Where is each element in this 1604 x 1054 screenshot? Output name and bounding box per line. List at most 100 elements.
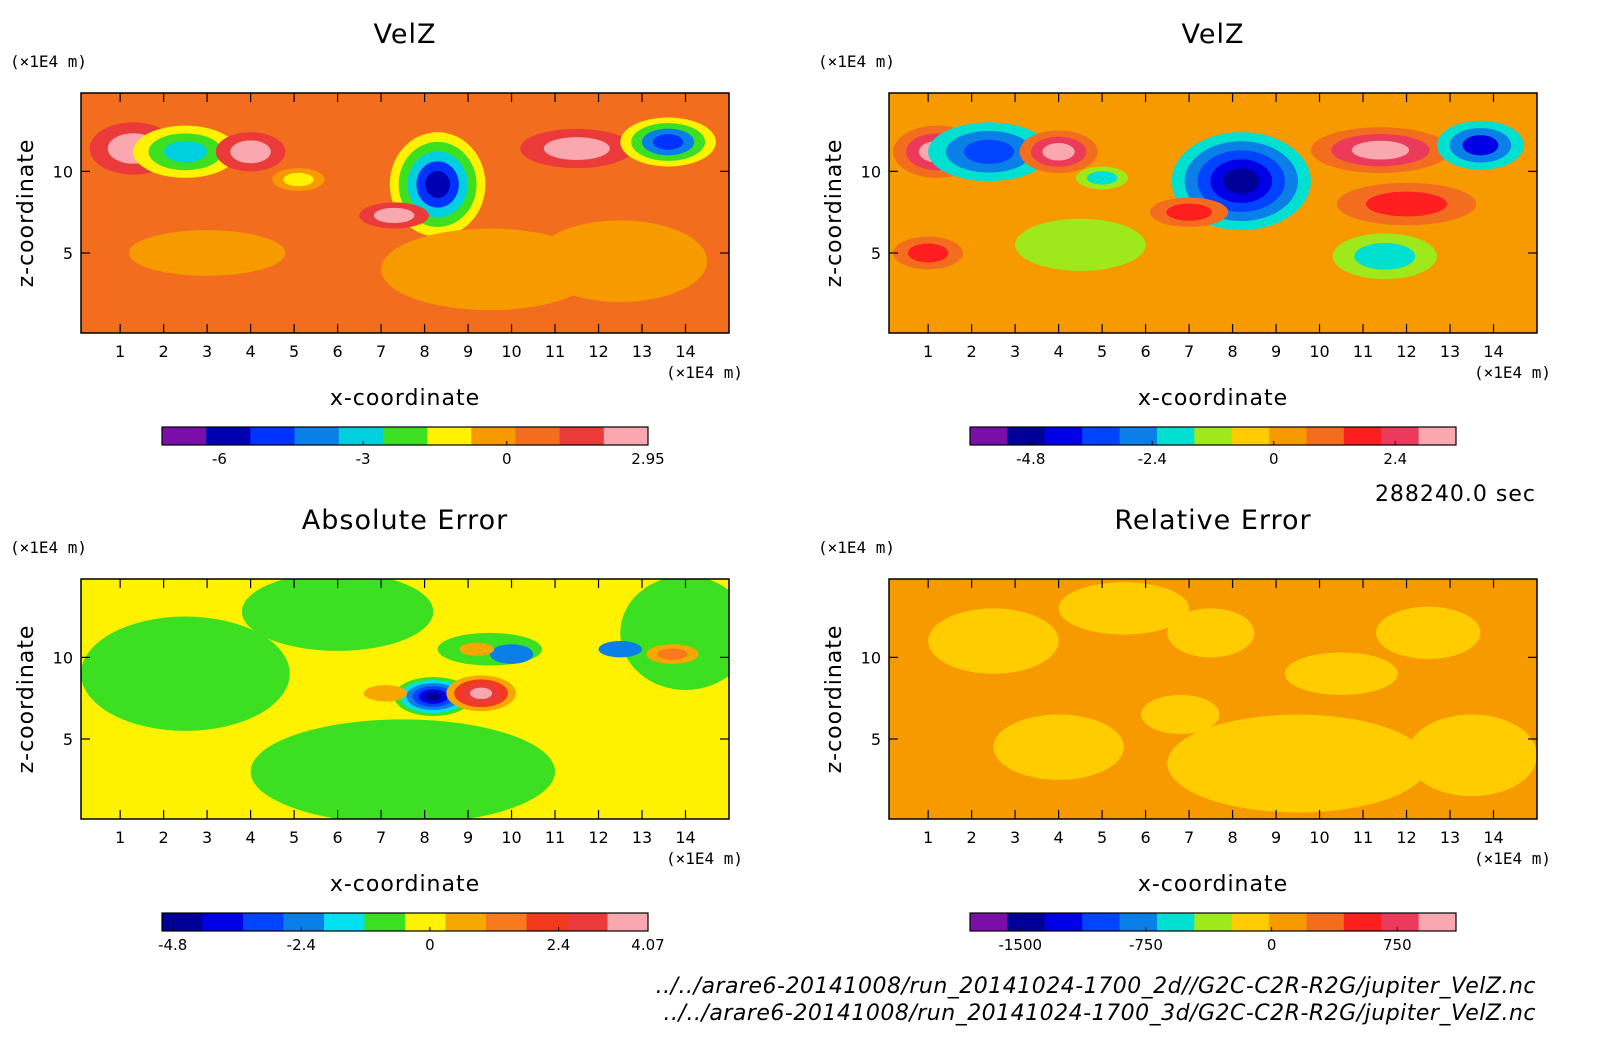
colorbar-segment	[1194, 913, 1233, 931]
panel-title: VelZ	[374, 19, 437, 50]
contour-level	[598, 641, 643, 658]
colorbar-segment	[1082, 427, 1121, 445]
y-tick-label: 5	[871, 244, 881, 263]
contour-level	[1365, 191, 1448, 217]
contour-level	[489, 644, 534, 664]
colorbar-tick-label: 0	[1269, 450, 1279, 468]
panel-title: Absolute Error	[302, 505, 508, 536]
x-tick-label: 13	[632, 828, 652, 847]
colorbar-segment	[1343, 913, 1382, 931]
x-tick-label: 8	[1227, 828, 1237, 847]
colorbar: -6 -3 0 2.95	[161, 426, 665, 468]
contour-level	[907, 243, 949, 263]
contour-level	[1058, 582, 1190, 635]
colorbar-segment	[603, 427, 649, 445]
colorbar-tick-label: -3	[356, 450, 371, 468]
x-axis-label: x-coordinate	[330, 386, 480, 411]
panel-title: Relative Error	[1114, 505, 1311, 536]
plot-frame	[888, 578, 1538, 820]
colorbar-tick-label: 0	[1267, 936, 1277, 954]
colorbar-segment	[1231, 427, 1270, 445]
colorbar-segment	[471, 427, 516, 445]
contour-level	[1086, 171, 1118, 185]
contour-level	[459, 642, 495, 656]
colorbar-tick-label: -6	[212, 450, 227, 468]
plot-frame	[80, 92, 730, 334]
contour-level	[652, 134, 684, 150]
colorbar-segment	[1044, 913, 1083, 931]
x-tick-label: 11	[545, 342, 565, 361]
colorbar-segment	[1381, 427, 1420, 445]
x-tick-label: 8	[419, 342, 429, 361]
x-tick-label: 7	[376, 828, 386, 847]
colorbar-segment	[1007, 427, 1046, 445]
x-axis-label: x-coordinate	[330, 872, 480, 897]
y-axis-unit: (×1E4 m)	[10, 52, 87, 71]
colorbar-segment	[1194, 427, 1233, 445]
colorbar-segment	[567, 913, 608, 931]
contour-level	[425, 170, 451, 198]
x-tick-label: 12	[1396, 342, 1416, 361]
contour-level	[1166, 203, 1212, 221]
y-tick-label: 5	[63, 730, 73, 749]
x-tick-label: 3	[1010, 828, 1020, 847]
colorbar-tick-label: -2.4	[1138, 450, 1167, 468]
x-tick-label: 14	[1483, 342, 1503, 361]
contour-level	[81, 616, 290, 731]
absolute-error-panel: Absolute Error(×1E4 m)1 2 3 4 5 6 7 8 9 10 11 12 13 1…	[10, 505, 743, 954]
colorbar-segment	[283, 913, 325, 931]
y-axis-label: z-coordinate	[822, 139, 847, 288]
colorbar-segment	[243, 913, 284, 931]
y-axis-label: z-coordinate	[14, 139, 39, 288]
x-axis-unit: (×1E4 m)	[1474, 849, 1551, 868]
contour-level	[1354, 242, 1416, 270]
colorbar-tick-label: 0	[502, 450, 512, 468]
x-tick-label: 14	[675, 828, 695, 847]
colorbar-segment	[1007, 913, 1046, 931]
x-tick-label: 4	[1054, 828, 1064, 847]
colorbar-segment	[970, 427, 1008, 445]
colorbar-segment	[1044, 427, 1083, 445]
y-tick-label: 10	[53, 648, 73, 667]
colorbar-segment	[162, 427, 207, 445]
colorbar-tick-label: -4.8	[1016, 450, 1045, 468]
contour-level	[657, 648, 688, 660]
colorbar-segment	[427, 427, 472, 445]
contour-level	[1015, 218, 1146, 271]
y-tick-label: 10	[861, 648, 881, 667]
contour-level	[163, 141, 207, 163]
colorbar-segment	[1343, 427, 1382, 445]
x-tick-label: 1	[923, 342, 933, 361]
colorbar-tick-label: 0	[425, 936, 435, 954]
colorbar-segment	[1306, 427, 1345, 445]
contour-level	[470, 687, 493, 699]
x-axis-unit: (×1E4 m)	[666, 363, 743, 382]
y-axis-unit: (×1E4 m)	[818, 52, 895, 71]
x-tick-label: 11	[1353, 828, 1373, 847]
x-tick-label: 9	[463, 828, 473, 847]
y-axis-label: z-coordinate	[14, 625, 39, 774]
x-tick-label: 11	[1353, 342, 1373, 361]
plot-frame	[888, 92, 1538, 334]
contour-level	[241, 579, 434, 651]
colorbar-segment	[1418, 427, 1457, 445]
x-tick-label: 3	[1010, 342, 1020, 361]
plot-frame	[80, 578, 730, 820]
colorbar-segment	[1082, 913, 1121, 931]
colorbar-segment	[250, 427, 296, 445]
x-tick-label: 5	[1097, 828, 1107, 847]
colorbar-tick-label: 2.4	[547, 936, 571, 954]
x-tick-label: 12	[588, 828, 608, 847]
colorbar-frame	[969, 426, 1457, 446]
x-tick-label: 9	[1271, 828, 1281, 847]
colorbar-segment	[526, 913, 568, 931]
x-tick-label: 8	[1227, 342, 1237, 361]
colorbar-tick-label: -1500	[998, 936, 1042, 954]
contour-field	[889, 93, 1537, 333]
x-tick-label: 7	[376, 342, 386, 361]
colorbar-segment	[364, 913, 406, 931]
x-tick-label: 7	[1184, 342, 1194, 361]
colorbar-segment	[1381, 913, 1420, 931]
contour-level	[1223, 168, 1260, 194]
colorbar-segment	[1306, 913, 1345, 931]
